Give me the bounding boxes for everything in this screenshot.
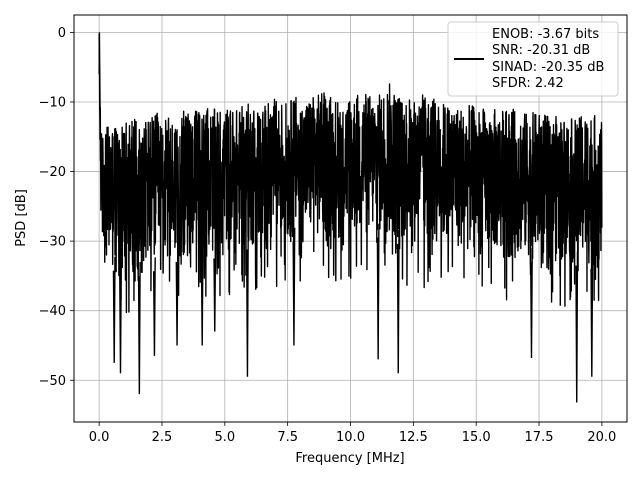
psd-dip bbox=[112, 256, 116, 363]
y-tick-label: −30 bbox=[39, 235, 66, 250]
psd-dip bbox=[200, 241, 204, 346]
y-tick-label: −40 bbox=[39, 304, 66, 319]
y-tick-label: −50 bbox=[39, 374, 66, 389]
legend-line-snr: SNR: -20.31 dB bbox=[492, 43, 590, 58]
x-tick-label: 10.0 bbox=[336, 430, 365, 445]
y-axis-label: PSD [dB] bbox=[14, 189, 29, 247]
y-tick-label: −10 bbox=[39, 95, 66, 110]
psd-dip bbox=[530, 248, 533, 358]
y-axis-ticks: 0 −10 −20 −30 −40 −50 bbox=[39, 26, 74, 389]
psd-dip bbox=[152, 257, 156, 356]
psd-dip bbox=[245, 235, 249, 377]
psd-dip bbox=[376, 223, 380, 360]
dc-spike bbox=[98, 32, 101, 116]
legend-box bbox=[447, 21, 619, 97]
x-axis-label: Frequency [MHz] bbox=[295, 451, 404, 466]
x-axis-ticks: 0.0 2.5 5.0 7.5 10.0 12.5 15.0 17.5 20.0 bbox=[89, 422, 616, 445]
x-tick-label: 17.5 bbox=[525, 430, 554, 445]
psd-dip bbox=[213, 244, 217, 332]
x-tick-label: 5.0 bbox=[214, 430, 235, 445]
psd-dip bbox=[292, 227, 296, 346]
legend: ENOB: -3.67 bits SNR: -20.31 dB SINAD: -… bbox=[447, 21, 619, 97]
x-tick-label: 15.0 bbox=[462, 430, 491, 445]
x-tick-label: 20.0 bbox=[587, 430, 616, 445]
y-tick-label: 0 bbox=[58, 26, 66, 41]
psd-dip bbox=[137, 261, 141, 395]
series-layer bbox=[98, 32, 603, 403]
psd-dip bbox=[590, 255, 594, 377]
psd-dip bbox=[396, 229, 400, 374]
legend-line-enob: ENOB: -3.67 bits bbox=[492, 27, 599, 42]
psd-dip bbox=[175, 248, 179, 346]
psd-dip bbox=[575, 251, 579, 403]
x-tick-label: 0.0 bbox=[89, 430, 110, 445]
x-tick-label: 12.5 bbox=[399, 430, 428, 445]
x-tick-label: 7.5 bbox=[277, 430, 298, 445]
x-tick-label: 2.5 bbox=[152, 430, 173, 445]
psd-dip bbox=[119, 258, 122, 374]
y-tick-label: −20 bbox=[39, 165, 66, 180]
legend-line-sfdr: SFDR: 2.42 bbox=[492, 76, 564, 91]
legend-line-sinad: SINAD: -20.35 dB bbox=[492, 60, 604, 75]
psd-series-line bbox=[98, 34, 603, 314]
